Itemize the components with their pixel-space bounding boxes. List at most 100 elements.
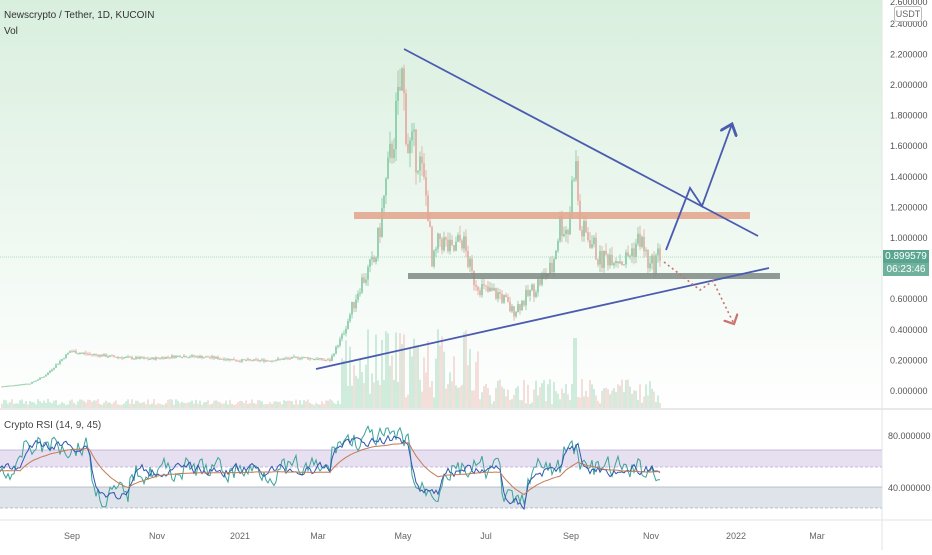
candle-body xyxy=(161,357,163,359)
candle-body xyxy=(185,355,187,358)
volume-bar xyxy=(363,383,365,408)
volume-bar xyxy=(335,404,337,408)
candle-body xyxy=(591,243,593,248)
volume-bar xyxy=(415,345,417,408)
volume-bar xyxy=(457,387,459,408)
volume-bar xyxy=(535,380,537,408)
volume-bar xyxy=(637,399,639,408)
candle-body xyxy=(259,360,261,362)
candle-body xyxy=(509,301,511,312)
candle-body xyxy=(461,240,463,249)
volume-bar xyxy=(49,402,51,408)
volume-bar xyxy=(131,399,133,408)
candle-body xyxy=(99,354,101,357)
price-axis-label: 2.400000 xyxy=(890,19,928,29)
candle-body xyxy=(319,358,321,360)
volume-bar xyxy=(69,400,71,408)
candle-body xyxy=(111,355,113,357)
candle-body xyxy=(513,306,515,317)
volume-bar xyxy=(583,396,585,408)
volume-bar xyxy=(349,346,351,408)
volume-bar xyxy=(75,404,77,408)
volume-bar xyxy=(579,397,581,408)
candle-body xyxy=(145,357,147,359)
candle-body xyxy=(65,354,67,359)
candle-body xyxy=(337,345,339,347)
volume-bar xyxy=(391,355,393,408)
candle-body xyxy=(585,221,587,233)
candle-body xyxy=(641,236,643,247)
rsi-oversold-band xyxy=(0,487,882,508)
candle-body xyxy=(581,229,583,237)
volume-bar xyxy=(55,400,57,408)
volume-bar xyxy=(141,402,143,408)
candle-body xyxy=(465,236,467,252)
volume-bar xyxy=(549,379,551,408)
volume-bar xyxy=(595,395,597,408)
volume-bar xyxy=(651,388,653,408)
volume-bar xyxy=(87,399,89,408)
volume-bar xyxy=(301,404,303,408)
candle-body xyxy=(627,252,629,257)
volume-bar xyxy=(245,400,247,408)
volume-bar xyxy=(7,403,9,408)
candle-body xyxy=(7,385,9,387)
volume-bar xyxy=(403,334,405,408)
currency-badge[interactable]: USDT xyxy=(894,6,922,22)
bullish-projection-arrow[interactable] xyxy=(665,124,732,251)
volume-bar xyxy=(449,372,451,408)
volume-bar xyxy=(91,401,93,408)
volume-bar xyxy=(489,395,491,408)
candle-body xyxy=(453,245,455,251)
volume-bar xyxy=(93,400,95,408)
volume-bar xyxy=(405,397,407,408)
bearish-projection-dotted[interactable] xyxy=(663,261,734,324)
volume-bar xyxy=(1,403,3,408)
candle-body xyxy=(197,356,199,358)
volume-bar xyxy=(169,399,171,408)
volume-bar xyxy=(229,399,231,408)
candle-body xyxy=(595,237,597,260)
candle-body xyxy=(103,354,105,357)
candle-body xyxy=(645,250,647,252)
volume-bar xyxy=(425,372,427,408)
candle-body xyxy=(291,356,293,359)
candle-body xyxy=(411,131,413,141)
volume-bar xyxy=(189,401,191,408)
candle-body xyxy=(167,356,169,358)
descending-trendline[interactable] xyxy=(403,48,759,237)
support-zone[interactable] xyxy=(408,273,780,279)
volume-bar xyxy=(127,399,129,408)
volume-bar xyxy=(285,401,287,408)
candle-body xyxy=(455,241,457,251)
candle-body xyxy=(341,334,343,339)
volume-bar xyxy=(455,385,457,408)
rsi-indicator-label[interactable]: Crypto RSI (14, 9, 45) xyxy=(4,420,102,431)
volume-bar xyxy=(309,402,311,408)
volume-bar xyxy=(113,401,115,408)
candle-body xyxy=(539,279,541,285)
candle-body xyxy=(203,357,205,359)
price-axis-label: 1.400000 xyxy=(890,172,928,182)
candle-body xyxy=(91,354,93,356)
time-axis-label: Jul xyxy=(480,531,492,541)
volume-bar xyxy=(627,379,629,408)
volume-bar xyxy=(243,403,245,408)
volume-bar xyxy=(95,400,97,408)
resistance-zone[interactable] xyxy=(354,212,750,219)
candle-body xyxy=(43,376,45,378)
candle-body xyxy=(281,359,283,361)
ascending-trendline[interactable] xyxy=(315,267,770,370)
volume-bar xyxy=(329,399,331,408)
volume-bar xyxy=(331,400,333,408)
time-axis-label: Mar xyxy=(809,531,825,541)
volume-bar xyxy=(587,396,589,408)
volume-bar xyxy=(491,403,493,408)
candle-body xyxy=(253,359,255,361)
volume-bar xyxy=(369,393,371,408)
volume-bar xyxy=(233,404,235,408)
volume-bar xyxy=(505,396,507,408)
candle-body xyxy=(459,235,461,241)
